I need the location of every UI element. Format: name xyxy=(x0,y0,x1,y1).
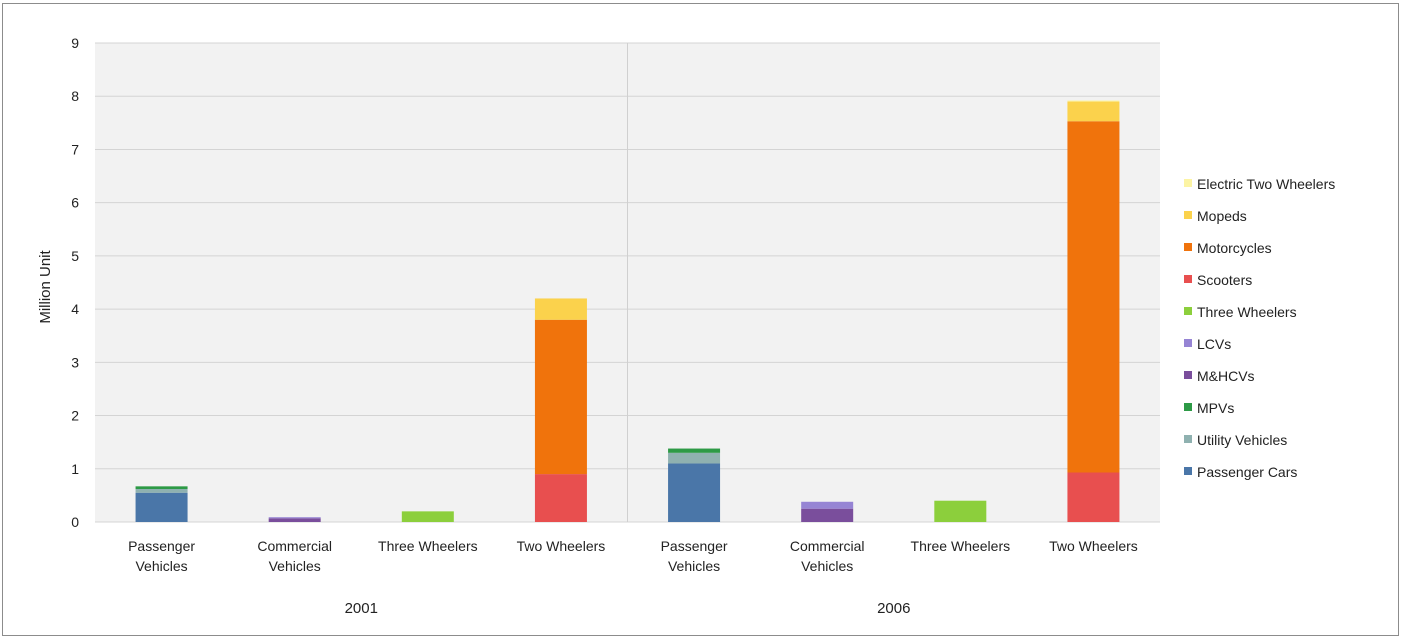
y-tick-label: 7 xyxy=(71,141,79,157)
bar-segment xyxy=(1067,101,1120,122)
bar-segment xyxy=(668,463,721,522)
x-category-label: Vehicles xyxy=(801,558,853,574)
bars xyxy=(135,100,1120,522)
x-group-label: 2001 xyxy=(345,600,378,617)
legend-label: Motorcycles xyxy=(1197,240,1272,256)
legend-label: LCVs xyxy=(1197,336,1231,352)
x-category-label: Vehicles xyxy=(269,558,321,574)
legend-label: Utility Vehicles xyxy=(1197,432,1287,448)
bar-segment xyxy=(668,448,721,453)
legend-label: Electric Two Wheelers xyxy=(1197,176,1335,192)
y-tick-label: 5 xyxy=(71,248,79,264)
legend-swatch xyxy=(1184,307,1192,315)
bar-segment xyxy=(801,501,854,509)
y-tick-label: 0 xyxy=(71,514,79,530)
legend-swatch xyxy=(1184,371,1192,379)
legend-label: Scooters xyxy=(1197,272,1252,288)
x-category-label: Three Wheelers xyxy=(378,538,478,554)
y-tick-label: 8 xyxy=(71,88,79,104)
x-category-label: Three Wheelers xyxy=(911,538,1011,554)
y-tick-label: 6 xyxy=(71,195,79,211)
x-category-label: Vehicles xyxy=(135,558,187,574)
y-tick-label: 3 xyxy=(71,354,79,370)
x-axis-category-labels: Passenger Vehicles Commercial Vehicles Three… xyxy=(128,538,1138,574)
legend-swatch xyxy=(1184,243,1192,251)
legend-label: Passenger Cars xyxy=(1197,464,1297,480)
bar-segment xyxy=(934,500,987,522)
bar-segment xyxy=(401,511,454,522)
bar-segment xyxy=(1067,100,1120,102)
legend-swatch xyxy=(1184,403,1192,411)
bar-segment xyxy=(135,489,188,493)
legend-swatch xyxy=(1184,211,1192,219)
legend-label: Mopeds xyxy=(1197,208,1247,224)
y-tick-label: 2 xyxy=(71,408,79,424)
x-category-label: Commercial xyxy=(790,538,865,554)
bar-segment xyxy=(135,492,188,522)
x-group-label: 2006 xyxy=(877,600,910,617)
legend-label: M&HCVs xyxy=(1197,368,1255,384)
bar-segment xyxy=(1067,472,1120,522)
bar-segment xyxy=(135,486,188,490)
legend-swatch xyxy=(1184,179,1192,187)
bar-segment xyxy=(534,474,587,522)
x-axis-group-labels: 2001 2006 xyxy=(345,600,911,617)
y-axis-ticks: 0 1 2 3 4 5 6 7 8 9 xyxy=(71,35,79,530)
legend-swatch xyxy=(1184,467,1192,475)
y-tick-label: 1 xyxy=(71,461,79,477)
bar-segment xyxy=(534,298,587,320)
bar-segment xyxy=(668,452,721,464)
x-category-label: Two Wheelers xyxy=(517,538,606,554)
bar-segment xyxy=(1067,121,1120,473)
bar-segment xyxy=(268,517,321,519)
y-tick-label: 9 xyxy=(71,35,79,51)
legend-label: Three Wheelers xyxy=(1197,304,1297,320)
bar-segment xyxy=(268,518,321,522)
x-category-label: Commercial xyxy=(257,538,332,554)
legend-label: MPVs xyxy=(1197,400,1234,416)
gridlines xyxy=(95,42,1160,523)
x-category-label: Passenger xyxy=(661,538,728,554)
chart-frame: 0 1 2 3 4 5 6 7 8 9 Million Unit Passenger Vehicle… xyxy=(2,3,1399,636)
legend-swatch xyxy=(1184,435,1192,443)
bar-segment xyxy=(534,319,587,475)
y-axis-title: Million Unit xyxy=(37,249,54,323)
x-category-label: Vehicles xyxy=(668,558,720,574)
legend: Electric Two Wheelers Mopeds Motorcycles Sc… xyxy=(1184,176,1335,480)
bar-segment xyxy=(801,508,854,522)
y-tick-label: 4 xyxy=(71,301,79,317)
x-category-label: Passenger xyxy=(128,538,195,554)
legend-swatch xyxy=(1184,275,1192,283)
x-category-label: Two Wheelers xyxy=(1049,538,1138,554)
stacked-bar-chart: 0 1 2 3 4 5 6 7 8 9 Million Unit Passenger Vehicle… xyxy=(37,35,1335,617)
legend-swatch xyxy=(1184,339,1192,347)
